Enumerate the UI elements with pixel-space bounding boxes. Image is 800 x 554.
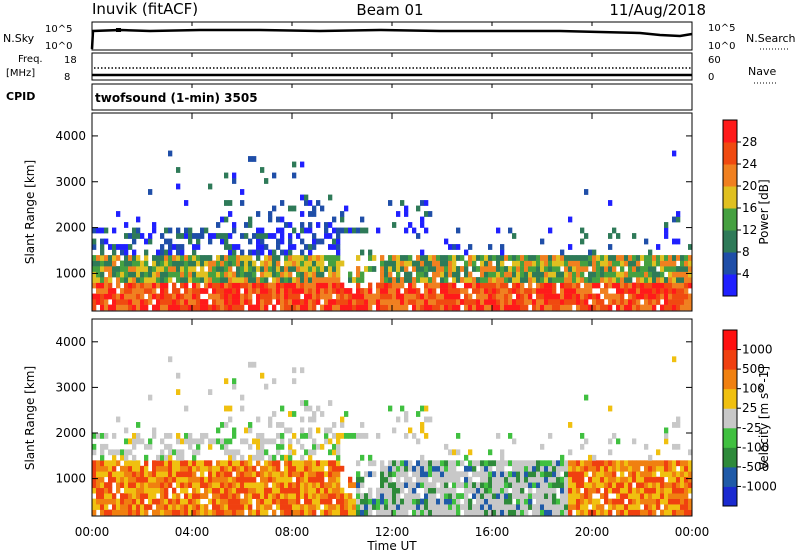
freq-label-2: [MHz]: [6, 68, 35, 79]
cpid-program: twofsound (1-min) 3505: [95, 91, 258, 105]
freq-panel: Freq. [MHz] 18 8 60 0 Nave: [6, 52, 776, 84]
velocity-ylabel: Slant Range [km]: [23, 366, 37, 470]
noise-left-tick-bottom: 10^0: [45, 41, 72, 52]
power-ytick-label: 3000: [55, 175, 86, 189]
noise-sky-line: [90, 28, 693, 50]
freq-tick-bottom: 8: [64, 72, 70, 83]
power-colorbar-tick: 24: [742, 157, 757, 171]
nave-label: Nave: [748, 65, 776, 78]
velocity-colorbar-band: [723, 447, 737, 468]
power-colorbar-tick: 20: [742, 179, 757, 193]
date-title: 11/Aug/2018: [609, 1, 706, 19]
time-tick-label: 12:00: [375, 525, 410, 539]
velocity-ytick-label: 3000: [55, 380, 86, 394]
velocity-colorbar-tick: -500: [742, 460, 769, 474]
noise-right-label: N.Search: [746, 32, 796, 45]
velocity-xlabel: Time UT: [366, 539, 417, 553]
time-tick-label: 16:00: [475, 525, 510, 539]
power-colorbar-band: [723, 164, 737, 187]
noise-panel: N.Sky 10^5 10^0 10^5 10^0 N.Search: [3, 21, 796, 52]
power-colorbar-band: [723, 230, 737, 253]
velocity-ytick-label: 2000: [55, 426, 86, 440]
velocity-colorbar-tick: -100: [742, 440, 769, 454]
velocity-colorbar-tick: 100: [742, 382, 765, 396]
power-colorbar-band: [723, 186, 737, 209]
velocity-colorbar-band: [723, 466, 737, 487]
power-colorbar: 28 24 20 16 12 8 4: [722, 119, 757, 297]
power-ytick-label: 1000: [55, 266, 86, 280]
velocity-colorbar-tick: -25: [742, 421, 762, 435]
power-colorbar-band: [723, 208, 737, 231]
velocity-colorbar-tick: 1000: [742, 343, 773, 357]
time-tick-label: 00:00: [675, 525, 710, 539]
velocity-colorbar-band: [723, 349, 737, 370]
power-colorbar-tick: 28: [742, 135, 757, 149]
velocity-colorbar-band: [723, 330, 737, 351]
velocity-heatmap-cells: [92, 356, 693, 516]
noise-right-tick-top: 10^5: [708, 23, 735, 34]
velocity-ytick-label: 1000: [55, 472, 86, 486]
velocity-colorbar-band: [723, 486, 737, 507]
power-colorbar-tick: 12: [742, 223, 757, 237]
noise-right-tick-bottom: 10^0: [708, 41, 735, 52]
power-heatmap-cells: [92, 150, 693, 311]
cpid-label: CPID: [6, 90, 35, 103]
freq-tick-top: 18: [64, 55, 77, 66]
velocity-colorbar-band: [723, 408, 737, 429]
nave-tick-bottom: 0: [708, 72, 714, 83]
time-tick-label: 00:00: [75, 525, 110, 539]
velocity-colorbar-band: [723, 369, 737, 390]
time-tick-label: 08:00: [275, 525, 310, 539]
time-tick-label: 04:00: [175, 525, 210, 539]
beam-title: Beam 01: [356, 1, 423, 19]
velocity-colorbar-label: Velocity [m s^-1]: [757, 366, 771, 470]
nave-tick-top: 60: [708, 55, 721, 66]
power-ytick-label: 2000: [55, 221, 86, 235]
power-colorbar-band: [723, 274, 737, 297]
velocity-colorbar: 1000 500 100 25 -25 -100 -500 -1000: [722, 329, 777, 507]
power-colorbar-band: [723, 120, 737, 143]
power-colorbar-label: Power [dB]: [757, 179, 771, 244]
power-ytick-label: 4000: [55, 129, 86, 143]
power-colorbar-tick: 4: [742, 267, 750, 281]
power-colorbar-band: [723, 142, 737, 165]
noise-left-label: N.Sky: [3, 32, 35, 45]
velocity-colorbar-band: [723, 427, 737, 448]
freq-label-1: Freq.: [18, 54, 43, 65]
velocity-ytick-label: 4000: [55, 335, 86, 349]
velocity-colorbar-tick: -1000: [742, 479, 777, 493]
velocity-colorbar-band: [723, 388, 737, 409]
cpid-panel: CPID twofsound (1-min) 3505: [6, 83, 693, 111]
noise-left-tick-top: 10^5: [45, 24, 72, 35]
power-colorbar-tick: 16: [742, 201, 757, 215]
power-ylabel: Slant Range [km]: [23, 160, 37, 264]
power-colorbar-tick: 8: [742, 245, 750, 259]
time-tick-label: 20:00: [575, 525, 610, 539]
power-panel: 1000 2000 3000 4000 Slant Range [km] 28 24 20…: [23, 112, 771, 312]
velocity-colorbar-tick: 25: [742, 401, 757, 415]
station-title: Inuvik (fitACF): [92, 0, 198, 18]
velocity-colorbar-tick: 500: [742, 362, 765, 376]
power-colorbar-band: [723, 252, 737, 275]
